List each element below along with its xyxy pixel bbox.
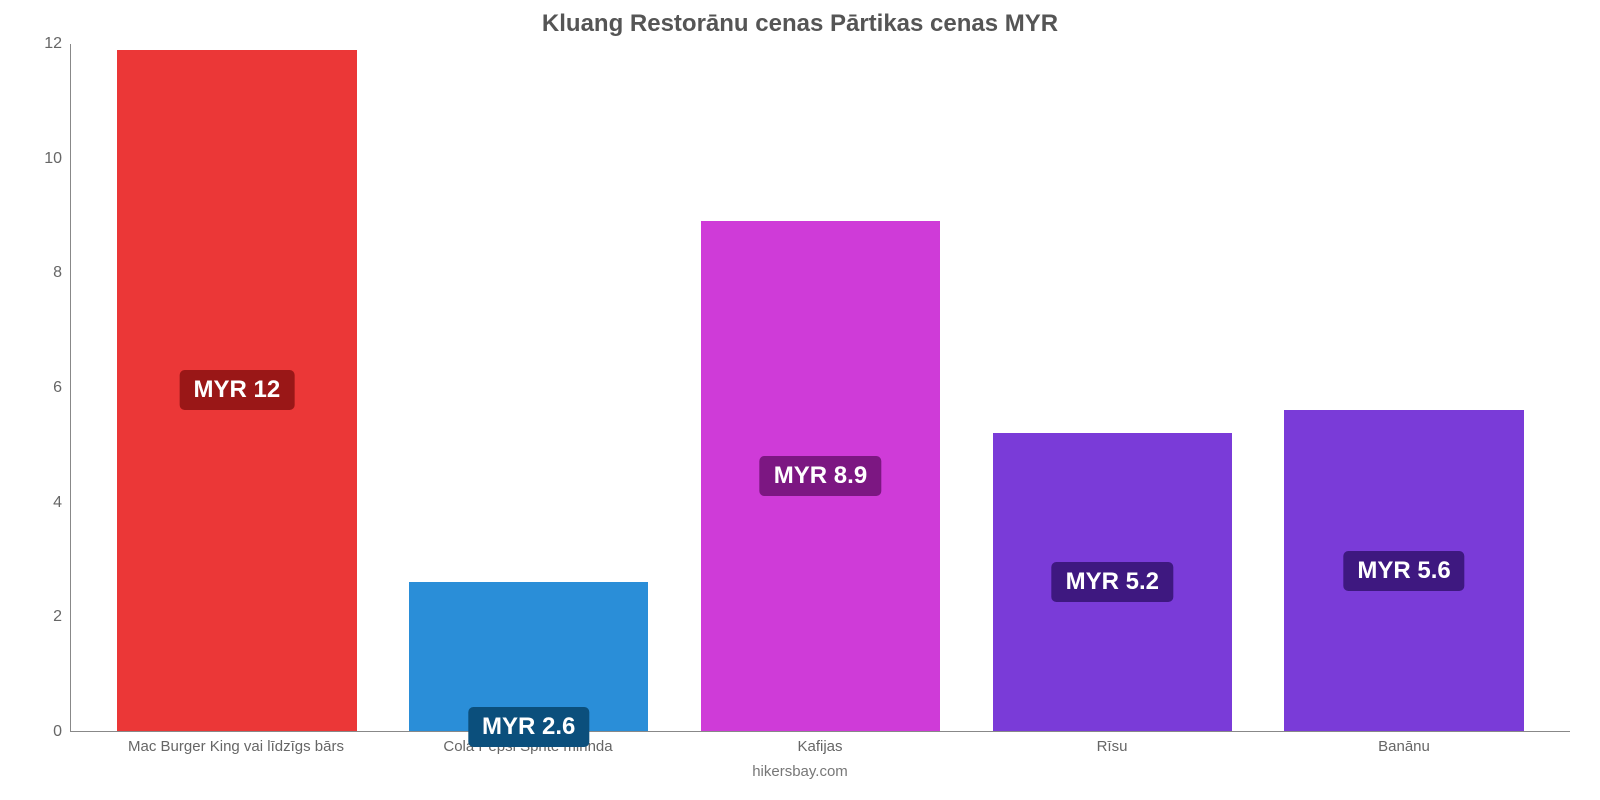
plot-row: 024681012 MYR 12MYR 2.6MYR 8.9MYR 5.2MYR… — [30, 44, 1570, 732]
bars-container: MYR 12 MYR 2.6 MYR 8.9 MYR 5.2 MYR 5.6 — [71, 44, 1570, 731]
y-tick-label: 10 — [44, 150, 62, 168]
bar-value-label: MYR 2.6 — [468, 707, 589, 747]
x-axis-label: Rīsu — [966, 738, 1258, 755]
bar: MYR 5.6 — [1284, 410, 1523, 731]
y-tick-label: 0 — [53, 723, 62, 741]
y-tick-label: 12 — [44, 35, 62, 53]
bar-value-label: MYR 12 — [180, 370, 295, 410]
bar-slot: MYR 8.9 — [675, 44, 967, 731]
y-tick-label: 6 — [53, 379, 62, 397]
bar-slot: MYR 5.6 — [1258, 44, 1550, 731]
bar: MYR 5.2 — [993, 433, 1232, 731]
bar-slot: MYR 5.2 — [966, 44, 1258, 731]
bar-value-label: MYR 8.9 — [760, 456, 881, 496]
y-axis: 024681012 — [30, 44, 70, 732]
chart-container: Kluang Restorānu cenas Pārtikas cenas MY… — [0, 0, 1600, 800]
x-axis-label: Kafijas — [674, 738, 966, 755]
bar: MYR 8.9 — [701, 221, 940, 731]
y-tick-label: 2 — [53, 608, 62, 626]
chart-title: Kluang Restorānu cenas Pārtikas cenas MY… — [30, 10, 1570, 38]
x-axis-label: Banānu — [1258, 738, 1550, 755]
x-axis-spacer — [30, 738, 70, 755]
bar-slot: MYR 2.6 — [383, 44, 675, 731]
x-axis-labels: Mac Burger King vai līdzīgs bārsCola Pep… — [70, 738, 1570, 755]
bar: MYR 12 — [117, 50, 356, 731]
x-axis-label: Mac Burger King vai līdzīgs bārs — [90, 738, 382, 755]
bar-value-label: MYR 5.2 — [1052, 562, 1173, 602]
bar: MYR 2.6 — [409, 582, 648, 731]
attribution-text: hikersbay.com — [30, 763, 1570, 780]
x-axis-row: Mac Burger King vai līdzīgs bārsCola Pep… — [30, 738, 1570, 755]
bar-slot: MYR 12 — [91, 44, 383, 731]
y-tick-label: 4 — [53, 494, 62, 512]
plot-area: MYR 12 MYR 2.6 MYR 8.9 MYR 5.2 MYR 5.6 — [70, 44, 1570, 732]
bar-value-label: MYR 5.6 — [1343, 551, 1464, 591]
y-tick-label: 8 — [53, 264, 62, 282]
